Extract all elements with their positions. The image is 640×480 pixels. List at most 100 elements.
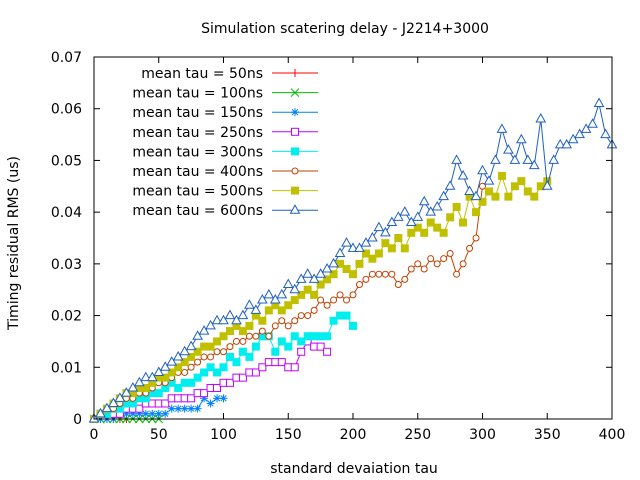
data-point: [258, 363, 267, 372]
data-point: [413, 223, 422, 232]
data-point: [161, 399, 170, 408]
data-point: [154, 399, 163, 408]
x-tick-label: 100: [210, 427, 237, 443]
data-point: [284, 322, 292, 330]
data-point: [284, 363, 293, 372]
data-point-stroke: [220, 395, 227, 402]
data-point: [336, 311, 345, 320]
data-point: [256, 294, 268, 304]
data-point: [466, 244, 474, 252]
data-point: [289, 204, 301, 214]
data-point: [479, 182, 486, 190]
data-point: [181, 368, 189, 376]
data-point: [304, 312, 312, 320]
data-point: [219, 378, 228, 387]
data-point: [316, 332, 325, 341]
data-point: [368, 270, 376, 278]
data-point: [407, 265, 415, 273]
data-point: [510, 182, 519, 191]
data-point: [187, 363, 195, 371]
data-point: [205, 319, 216, 330]
data-point: [354, 242, 365, 252]
data-point: [349, 321, 357, 330]
data-point: [265, 332, 273, 340]
data-point: [323, 347, 332, 356]
data-point: [457, 169, 469, 180]
data-point: [161, 373, 170, 382]
data-point-stroke: [175, 405, 182, 412]
data-point: [185, 340, 197, 351]
data-point: [291, 186, 299, 195]
data-point: [509, 154, 521, 164]
data-point: [381, 270, 389, 278]
y-tick-label: 0.02: [51, 309, 82, 325]
data-point: [277, 358, 286, 367]
data-point: [200, 342, 209, 351]
data-point: [295, 273, 307, 283]
data-point: [388, 270, 396, 278]
x-tick-label: 200: [340, 427, 367, 443]
data-point: [187, 352, 196, 361]
data-point: [321, 263, 333, 273]
data-point: [459, 260, 467, 268]
data-point: [587, 118, 598, 128]
data-point: [328, 257, 339, 268]
data-point: [367, 231, 378, 242]
x-tick-label: 0: [90, 427, 99, 443]
y-tick-label: 0: [73, 412, 82, 428]
data-point: [284, 301, 293, 310]
data-point: [135, 404, 144, 413]
data-point: [290, 296, 299, 305]
data-point: [291, 167, 299, 175]
data-point: [251, 368, 260, 377]
data-point: [225, 327, 234, 336]
data-point: [310, 332, 319, 341]
data-point: [472, 234, 480, 242]
data-point: [252, 332, 260, 340]
data-point: [251, 342, 260, 351]
data-point: [108, 397, 119, 407]
data-point: [206, 363, 215, 372]
data-point: [167, 368, 176, 377]
data-point: [361, 249, 370, 258]
data-point: [291, 69, 299, 77]
data-point: [535, 113, 547, 123]
data-point: [284, 342, 293, 351]
data-point: [167, 394, 176, 403]
y-tick-label: 0.03: [51, 257, 82, 273]
data-point: [303, 285, 312, 294]
data-point: [121, 387, 132, 397]
data-point: [541, 180, 553, 190]
data-point: [490, 154, 501, 164]
data-point: [114, 392, 126, 402]
data-point: [451, 154, 462, 164]
data-point: [600, 128, 611, 139]
data-point-stroke: [181, 405, 188, 412]
data-point: [192, 330, 203, 340]
data-point: [503, 144, 514, 154]
data-point: [291, 127, 299, 136]
data-point: [245, 321, 254, 330]
legend-entry: mean tau = 250ns: [132, 125, 318, 141]
data-point: [580, 123, 592, 133]
data-point: [394, 234, 403, 242]
data-point: [200, 389, 209, 398]
data-point: [355, 281, 363, 289]
data-point-stroke: [142, 410, 149, 417]
data-point: [433, 260, 441, 268]
data-point-stroke: [149, 410, 156, 417]
data-point: [464, 185, 475, 195]
data-point: [187, 378, 196, 387]
data-point: [323, 301, 331, 309]
data-point: [269, 294, 281, 304]
data-point: [290, 332, 299, 341]
data-point: [238, 327, 247, 336]
data-point: [478, 197, 487, 206]
data-point-stroke: [291, 109, 299, 116]
data-point: [148, 409, 157, 418]
data-point-stroke: [155, 410, 162, 417]
data-point: [433, 223, 442, 232]
data-point: [198, 325, 210, 335]
data-point: [472, 208, 481, 217]
data-point: [452, 202, 461, 211]
